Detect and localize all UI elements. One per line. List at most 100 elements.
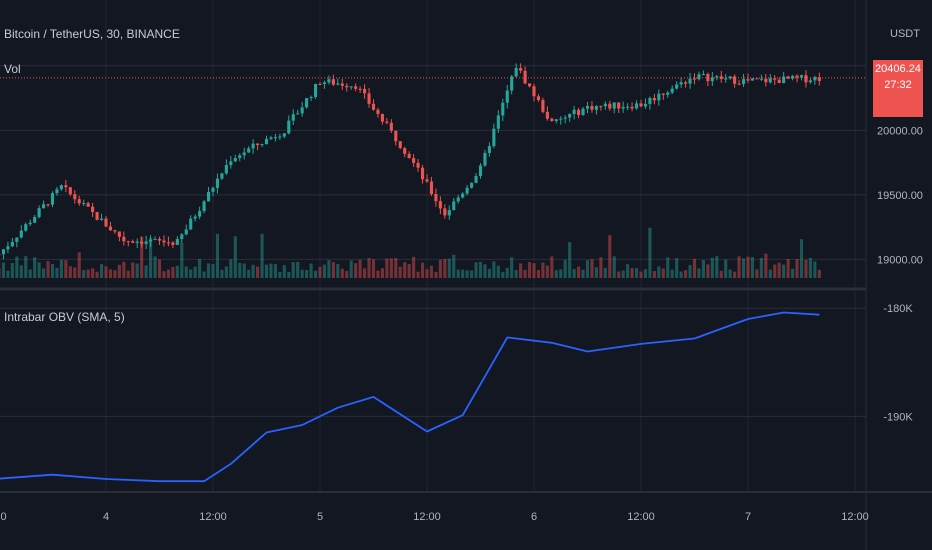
volume-bar [220,269,224,278]
candle-body [416,162,420,168]
time-tick-label: 12:00 [413,511,441,523]
price-candles [0,63,821,260]
indicator-label[interactable]: Intrabar OBV (SMA, 5) [4,310,125,324]
candle-body [808,80,812,83]
volume-bar [777,262,781,278]
candle-body [630,106,634,109]
candle-body [358,88,362,90]
volume-bar [367,258,371,278]
candle-body [15,237,19,242]
candle-body [817,77,821,81]
candle-body [621,106,625,109]
candle-body [755,78,759,80]
volume-bar [817,269,821,278]
candle-body [670,88,674,93]
candle-body [193,216,197,219]
volume-bar [309,263,313,278]
candle-body [728,76,732,79]
candle-body [492,128,496,147]
volume-bar [354,263,358,278]
volume-bar [733,271,737,278]
volume-bar [577,266,581,278]
volume-bar [193,266,197,278]
candle-body [171,242,175,245]
candle-body [37,208,41,218]
candle-body [180,234,184,240]
volume-bar [59,259,63,278]
candle-body [523,70,527,84]
candle-body [238,155,242,159]
candle-body [724,78,728,80]
time-tick-label: 5 [317,511,323,523]
candle-body [108,226,113,231]
candle-body [331,79,335,85]
volume-bar [559,269,563,278]
volume-bar [206,263,211,278]
candle-body [256,143,260,145]
volume-bar [55,267,59,278]
volume-bar [657,266,661,278]
candle-body [0,254,1,256]
volume-bar [492,261,496,278]
candle-body [99,218,104,220]
volume-bar [157,259,162,278]
candle-body [264,138,269,145]
bar-countdown: 27:32 [884,79,912,91]
candle-body [701,74,705,76]
symbol-title[interactable]: Bitcoin / TetherUS, 30, BINANCE [4,27,180,41]
volume-bar [166,269,170,278]
volume-bar [652,271,656,278]
candle-body [24,224,28,231]
candle-body [229,161,233,166]
candle-body [425,179,429,182]
candle-body [349,86,353,88]
volume-bar [380,268,384,278]
volume-bar [590,259,594,278]
candle-body [487,146,491,153]
obv-tick-label: -180K [883,303,913,315]
volume-bar [37,262,41,278]
volume-bar [523,269,527,278]
volume-bar [425,269,429,278]
volume-bar [452,254,456,278]
candle-body [367,93,371,104]
volume-bar [322,264,327,278]
volume-bar [149,237,153,278]
candle-body [799,75,804,78]
volume-bar [363,268,367,278]
time-tick-label: 12:00 [199,511,227,523]
volume-bar [759,257,763,278]
candle-body [95,212,99,220]
candle-body [465,187,469,194]
time-tick-label: 6 [531,511,537,523]
volume-bar [162,271,166,278]
volume-bar [786,258,790,278]
candle-body [166,242,170,244]
candle-body [91,206,95,213]
candle-body [657,93,661,101]
volume-bar [345,270,349,278]
volume-bar [741,258,746,278]
candle-body [371,103,376,110]
volume-bar [585,260,590,278]
candle-body [233,158,237,162]
volume-bar [621,270,625,278]
candle-body [706,74,710,82]
volume-bar [737,256,741,278]
candle-body [483,152,487,166]
volume-label[interactable]: Vol [4,62,21,76]
candle-body [1,249,6,255]
price-tick-label: 20000.00 [877,125,923,137]
candle-body [220,173,224,179]
volume-bar [791,268,795,278]
candle-body [19,230,23,238]
volume-bar [46,261,50,278]
price-tick-label: 19500.00 [877,190,923,202]
candle-body [117,231,121,237]
candle-body [527,83,532,87]
volume-bar [251,264,255,278]
volume-bar [99,264,104,278]
volume-bar [719,270,723,278]
volume-bar [95,271,99,278]
